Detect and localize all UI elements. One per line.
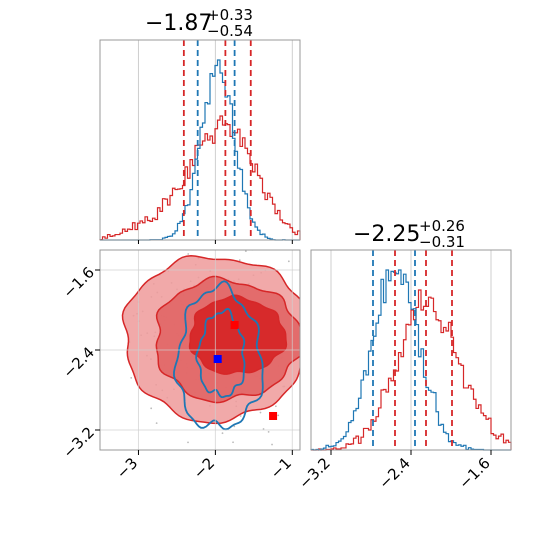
scatter-point (94, 344, 96, 346)
joint-markers (213, 321, 278, 420)
hist2-red-series (311, 289, 512, 451)
red-marker (230, 321, 239, 329)
scatter-point (222, 243, 224, 245)
scatter-point (233, 425, 236, 428)
scatter-point (305, 237, 307, 239)
scatter-point (244, 250, 247, 253)
joint-panel (94, 237, 316, 527)
hist2-blue-series (310, 269, 511, 451)
title-param2-plus: +0.26 (419, 217, 465, 235)
title-param1-plus: +0.33 (207, 6, 253, 24)
x-tick-label: −1.6 (455, 454, 493, 492)
scatter-point (277, 414, 280, 417)
hist2-quantile-lines (372, 250, 453, 450)
hist-panel-param1 (99, 39, 301, 241)
title-param1-minus: −0.54 (207, 22, 253, 40)
scatter-point (274, 405, 277, 408)
scatter-point (259, 411, 262, 414)
scatter-point (187, 253, 190, 255)
joint-grid (100, 250, 300, 450)
scatter-point (287, 260, 290, 263)
scatter-point (306, 418, 308, 420)
scatter-point (155, 422, 158, 425)
hist1-frame (99, 39, 301, 241)
y-tick-label: −2.4 (60, 343, 98, 381)
joint-blue-contour-inner (195, 307, 246, 398)
x-axis-param2: −1.6 −2.4 −3.2 (295, 450, 494, 493)
scatter-point (232, 441, 234, 444)
scatter-point (308, 378, 310, 380)
hist2-grid (330, 250, 492, 450)
red-marker (269, 412, 278, 420)
x-tick-label: −2.4 (375, 454, 413, 492)
x-tick-label: −2 (190, 454, 218, 482)
scatter-point (221, 432, 224, 435)
scatter-point (302, 369, 304, 371)
x-tick-label: −1 (267, 454, 295, 482)
scatter-point (271, 443, 273, 446)
y-tick-label: −3.2 (60, 423, 98, 461)
hist1-blue-series (100, 59, 300, 241)
title-param1: −1.87 (145, 11, 212, 36)
scatter-point (302, 350, 304, 352)
hist1-quantile-lines (182, 40, 252, 240)
y-tick-label: −1.6 (60, 263, 98, 301)
joint-blue-contour-outer (173, 280, 264, 431)
scatter-point (314, 274, 316, 276)
hist-panel-param2 (310, 249, 512, 451)
scatter-point (130, 376, 133, 379)
scatter-point (150, 407, 153, 410)
joint-red-contour-inner (188, 294, 288, 375)
scatter-point (187, 441, 189, 444)
scatter-point (267, 430, 270, 433)
scatter-point (238, 259, 241, 262)
scatter-point (304, 321, 306, 323)
scatter-point (305, 353, 307, 355)
hist1-red-series (99, 115, 301, 241)
title-param2-minus: −0.31 (419, 233, 465, 251)
blue-marker (213, 355, 222, 363)
scatter-point (212, 525, 214, 527)
scatter-point (262, 428, 265, 430)
scatter-point (184, 245, 186, 247)
x-tick-label: −3 (113, 454, 141, 482)
x-tick-label: −3.2 (295, 454, 333, 492)
y-axis-param2: −1.6 −2.4 −3.2 (60, 263, 100, 462)
scatter-point (239, 415, 242, 417)
title-param2: −2.25 (353, 222, 420, 247)
